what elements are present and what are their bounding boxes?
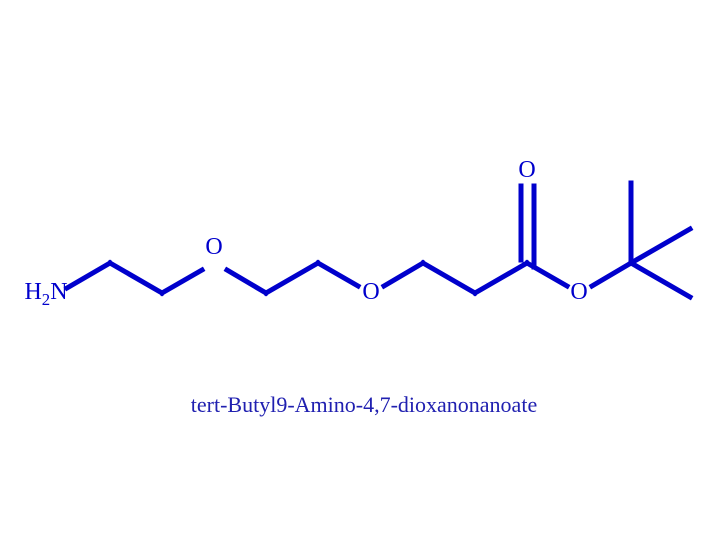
atom-label-o1: O	[205, 235, 222, 259]
atom-label-o3: O	[570, 280, 587, 304]
molecule-figure: H2N O O O O tert-Butyl9-Amino-4,7-dioxan…	[0, 0, 728, 538]
compound-name: tert-Butyl9-Amino-4,7-dioxanonanoate	[191, 392, 537, 418]
atom-label-o-double: O	[518, 158, 535, 182]
atom-label-o2: O	[362, 280, 379, 304]
bond-layer	[0, 0, 728, 538]
atom-label-nh2: H2N	[24, 280, 67, 304]
